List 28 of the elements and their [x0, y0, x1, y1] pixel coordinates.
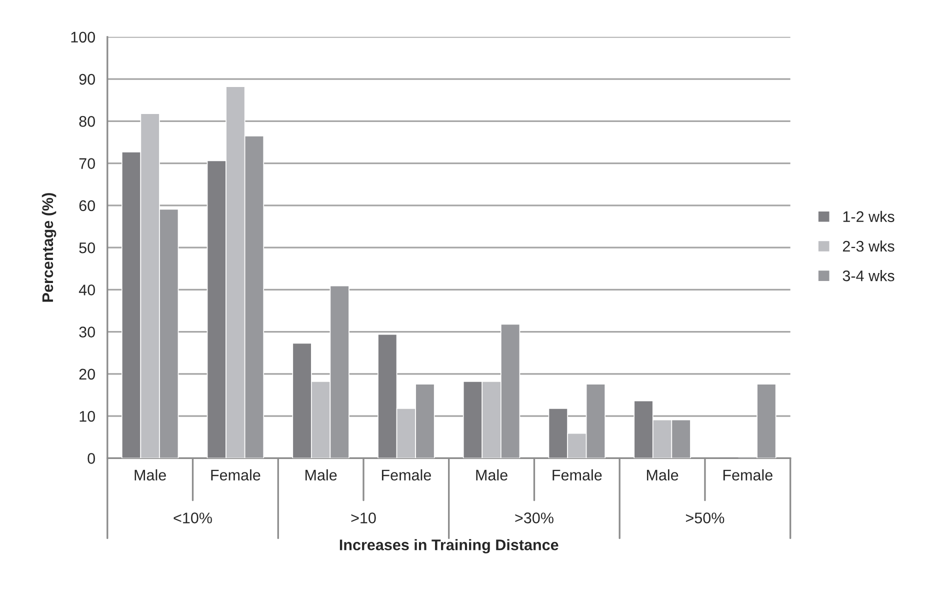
legend-label: 2-3 wks	[842, 240, 894, 252]
y-tick-label: 30	[79, 326, 95, 338]
x-tick-label: Male	[476, 469, 508, 481]
y-tick-label: 20	[79, 368, 95, 380]
x-tick-label: Male	[134, 469, 166, 481]
y-tick-label: 50	[79, 242, 95, 254]
y-tick-label: 60	[79, 200, 95, 212]
x-tick-label: Female	[382, 469, 431, 481]
x-tick-label: Male	[306, 469, 337, 481]
x-tick-label: Female	[552, 469, 602, 481]
y-tick-label: 0	[88, 453, 95, 464]
x-tick-label: Male	[646, 469, 678, 481]
text: >50%	[686, 512, 724, 524]
y-tick-label: 40	[78, 284, 95, 296]
text: >10	[351, 512, 376, 524]
legend-label: 1-2 wks	[843, 210, 894, 222]
text: >30%	[515, 512, 554, 524]
y-tick-label: 100	[71, 32, 95, 43]
legend-label: 3-4 wks	[842, 270, 894, 282]
y-tick-label: 80	[79, 116, 95, 127]
y-tick-label: 90	[79, 74, 95, 85]
y-tick-label: 10	[80, 410, 95, 422]
x-axis-title: Increases in Training Distance	[340, 539, 558, 554]
text: <10%	[174, 512, 212, 524]
x-tick-label: Female	[723, 469, 772, 481]
y-tick-label: 70	[79, 158, 95, 169]
x-tick-label: Female	[211, 469, 260, 481]
y-axis-title: Percentage (%)	[42, 193, 56, 302]
